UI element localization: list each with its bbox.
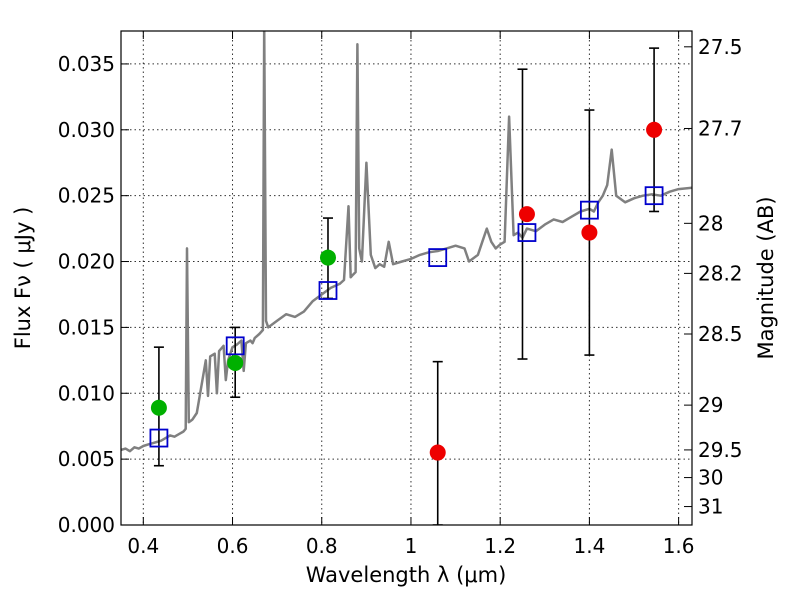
y2-axis-title: Magnitude (AB) (754, 196, 778, 359)
y2-tick-label: 27.7 (698, 116, 743, 140)
y-tick-label: 0.035 (58, 52, 115, 76)
y2-tick-label: 29 (698, 393, 723, 417)
observed-optical-point (150, 399, 167, 416)
x-tick-label: 1.6 (663, 534, 695, 558)
x-tick-label: 0.8 (306, 534, 338, 558)
observed-optical-point (319, 249, 336, 266)
x-tick-label: 0.6 (217, 534, 249, 558)
model-photometry-point (644, 186, 664, 206)
y-tick-label: 0.015 (58, 315, 115, 339)
model-photometry-point (225, 336, 245, 356)
y-tick-label: 0.010 (58, 381, 115, 405)
y2-tick-label: 28.5 (698, 322, 743, 346)
y2-tick-label: 28 (698, 211, 723, 235)
observed-nir-point (429, 444, 446, 461)
y-tick-label: 0.025 (58, 184, 115, 208)
y2-tick-label: 29.5 (698, 438, 743, 462)
x-tick-label: 1.4 (573, 534, 605, 558)
x-tick-label: 1 (405, 534, 418, 558)
axis-ticks: 0.4 0.6 0.8 1 1.2 1.4 1.6 0.000 0.005 0.010 0.015 0… (58, 31, 743, 558)
model-photometry-point (318, 281, 338, 300)
y-axis-title: Flux Fν ( μJy ) (11, 207, 35, 350)
model-spectrum-line (121, 31, 692, 453)
y2-tick-label: 30 (698, 466, 723, 490)
plot-frame (120, 30, 693, 526)
x-axis-title: Wavelength λ (μm) (306, 563, 507, 587)
observed-optical-point (227, 354, 244, 371)
y-tick-label: 0.005 (58, 447, 115, 471)
error-bar (432, 360, 443, 525)
y2-tick-label: 28.2 (698, 261, 743, 285)
y-tick-label: 0.020 (58, 250, 115, 274)
y2-tick-label: 27.5 (698, 35, 743, 59)
plot-area (121, 31, 692, 525)
y-tick-label: 0.000 (58, 513, 115, 537)
x-tick-label: 0.4 (127, 534, 159, 558)
observed-nir-point (518, 206, 535, 223)
model-photometry-point (517, 223, 537, 242)
observed-nir-point (646, 121, 663, 138)
y-tick-label: 0.030 (58, 118, 115, 142)
observed-nir-point (581, 224, 598, 241)
x-tick-label: 1.2 (484, 534, 516, 558)
model-photometry-point (149, 428, 169, 448)
y2-tick-label: 31 (698, 495, 723, 519)
model-photometry-point (428, 248, 448, 267)
model-photometry-point (579, 200, 599, 220)
